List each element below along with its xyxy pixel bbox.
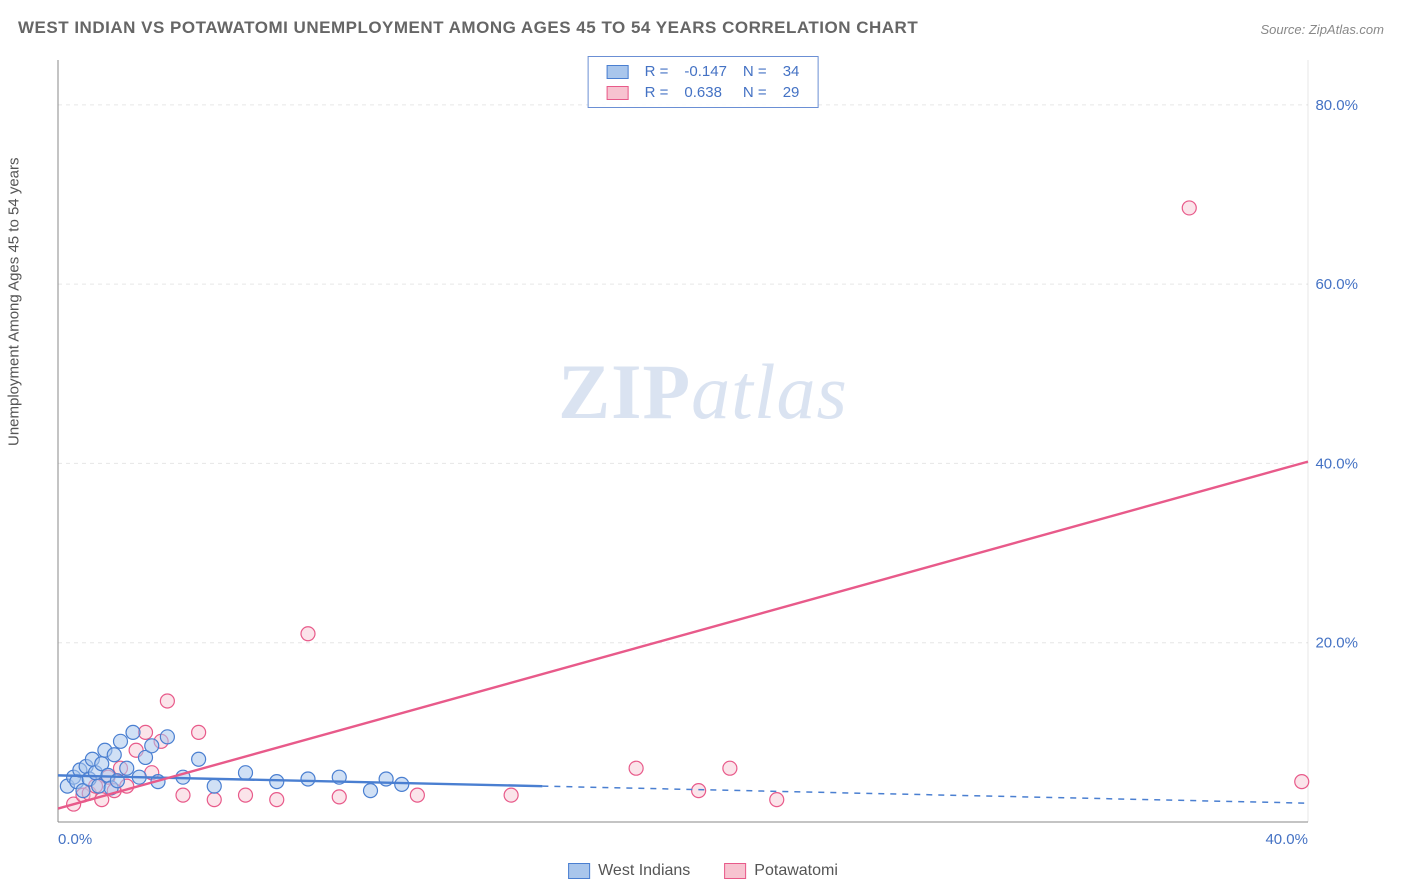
swatch-west-indians — [607, 65, 629, 79]
r-label: R = — [637, 61, 677, 82]
chart-area: 20.0% 40.0% 60.0% 80.0% 0.0% 40.0% — [48, 52, 1388, 852]
n-label: N = — [735, 61, 775, 82]
y-axis-label: Unemployment Among Ages 45 to 54 years — [6, 157, 23, 446]
legend-item-west-indians: West Indians — [568, 862, 690, 880]
scatter-plot-svg: 20.0% 40.0% 60.0% 80.0% 0.0% 40.0% — [48, 52, 1388, 852]
n-value: 29 — [775, 82, 808, 103]
chart-title: WEST INDIAN VS POTAWATOMI UNEMPLOYMENT A… — [18, 18, 918, 38]
legend-swatch-west-indians — [568, 863, 590, 879]
svg-text:20.0%: 20.0% — [1315, 635, 1358, 652]
svg-text:80.0%: 80.0% — [1315, 97, 1358, 114]
legend-item-potawatomi: Potawatomi — [724, 862, 838, 880]
svg-text:40.0%: 40.0% — [1315, 455, 1358, 472]
r-value: -0.147 — [676, 61, 735, 82]
stats-row-west-indians: R = -0.147 N = 34 — [599, 61, 808, 82]
legend-label-potawatomi: Potawatomi — [754, 862, 838, 880]
legend-label-west-indians: West Indians — [598, 862, 690, 880]
legend-swatch-potawatomi — [724, 863, 746, 879]
source-link[interactable]: ZipAtlas.com — [1309, 22, 1384, 37]
source-label: Source: — [1260, 22, 1308, 37]
svg-text:60.0%: 60.0% — [1315, 276, 1358, 293]
stats-legend: R = -0.147 N = 34 R = 0.638 N = 29 — [588, 56, 819, 108]
r-label: R = — [637, 82, 677, 103]
swatch-potawatomi — [607, 86, 629, 100]
stats-row-potawatomi: R = 0.638 N = 29 — [599, 82, 808, 103]
r-value: 0.638 — [676, 82, 735, 103]
source-attribution: Source: ZipAtlas.com — [1260, 22, 1384, 37]
svg-text:40.0%: 40.0% — [1265, 831, 1308, 848]
svg-text:0.0%: 0.0% — [58, 831, 92, 848]
series-legend: West Indians Potawatomi — [568, 862, 838, 880]
n-label: N = — [735, 82, 775, 103]
n-value: 34 — [775, 61, 808, 82]
